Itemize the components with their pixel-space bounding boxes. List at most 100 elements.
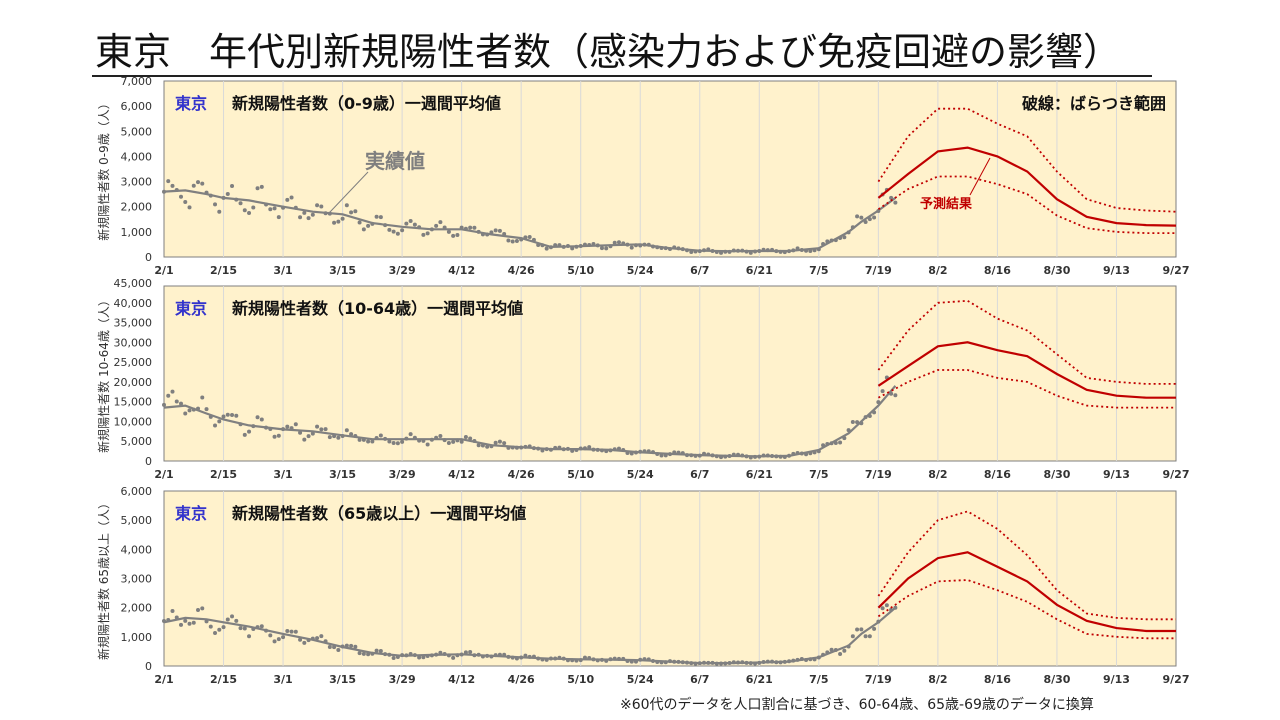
daily-point	[170, 389, 175, 394]
daily-point	[230, 413, 235, 418]
daily-point	[221, 414, 226, 419]
daily-point	[285, 197, 290, 202]
x-tick-label: 3/1	[273, 264, 292, 277]
upper-bound-line	[877, 299, 1176, 385]
daily-point	[863, 634, 868, 639]
daily-point	[412, 222, 417, 227]
daily-point	[838, 652, 843, 657]
daily-point	[319, 204, 324, 209]
chart-title: 新規陽性者数（10-64歳）一週間平均値	[232, 299, 523, 318]
daily-point	[336, 219, 341, 224]
daily-point	[268, 207, 273, 212]
daily-point	[200, 181, 205, 186]
daily-point	[310, 212, 315, 217]
daily-point	[425, 442, 430, 447]
daily-point	[344, 203, 349, 208]
daily-point	[225, 412, 230, 417]
daily-point	[378, 648, 383, 653]
title-underline	[92, 75, 1152, 77]
daily-point	[404, 221, 409, 226]
daily-point	[340, 216, 345, 221]
x-tick-label: 3/29	[389, 468, 416, 481]
daily-point	[281, 635, 286, 640]
daily-point	[285, 629, 290, 634]
daily-point	[332, 220, 337, 225]
daily-point	[196, 180, 201, 185]
y-tick-label: 4,000	[121, 150, 153, 163]
daily-point	[349, 210, 354, 215]
y-tick-label: 5,000	[121, 435, 153, 448]
daily-point	[327, 435, 332, 440]
x-tick-label: 6/7	[690, 264, 709, 277]
daily-point	[880, 389, 885, 394]
x-tick-label: 9/27	[1163, 673, 1190, 686]
y-tick-label: 25,000	[114, 356, 153, 369]
y-tick-label: 15,000	[114, 396, 153, 409]
actual-line	[163, 189, 897, 253]
daily-point	[378, 433, 383, 438]
x-tick-label: 8/16	[984, 468, 1011, 481]
y-tick-label: 35,000	[114, 317, 153, 330]
x-tick-label: 4/12	[448, 468, 475, 481]
daily-point	[468, 436, 473, 441]
x-tick-label: 8/16	[984, 673, 1011, 686]
x-tick-label: 4/12	[448, 264, 475, 277]
daily-point	[298, 215, 303, 220]
daily-point	[319, 634, 324, 639]
actual-line	[163, 606, 897, 665]
daily-point	[863, 219, 868, 224]
daily-point	[395, 231, 400, 236]
daily-point	[247, 634, 252, 639]
y-tick-label: 30,000	[114, 336, 153, 349]
daily-point	[272, 639, 277, 644]
region-label: 東京	[175, 299, 207, 318]
daily-point	[170, 183, 175, 188]
daily-point	[510, 239, 515, 244]
y-tick-label: 1,000	[121, 226, 153, 239]
daily-point	[242, 208, 247, 213]
y-tick-label: 3,000	[121, 176, 153, 189]
daily-point	[306, 216, 311, 221]
chart-panel-1: 2/1 2/15 3/1 3/15 3/29 4/12 4/26 5/10 5/24 6/7 6/2…	[96, 75, 1189, 277]
daily-point	[234, 618, 239, 623]
daily-point	[200, 395, 205, 400]
y-axis-label: 新規陽性者数 0-9歳（人）	[96, 97, 111, 240]
daily-point	[327, 645, 332, 650]
x-tick-label: 5/10	[567, 673, 594, 686]
daily-point	[366, 439, 371, 444]
daily-point	[361, 227, 366, 232]
daily-point	[170, 609, 175, 614]
daily-point	[459, 439, 464, 444]
legend-note: 破線：ばらつき範囲	[1022, 94, 1166, 113]
y-tick-label: 2,000	[121, 602, 153, 615]
daily-point	[353, 209, 358, 214]
daily-point	[451, 233, 456, 238]
daily-point	[213, 423, 218, 428]
x-tick-label: 9/27	[1163, 264, 1190, 277]
daily-point	[302, 210, 307, 215]
x-tick-label: 8/30	[1043, 468, 1070, 481]
daily-point	[374, 648, 379, 653]
daily-point	[446, 440, 451, 445]
daily-point	[230, 614, 235, 619]
x-tick-label: 4/26	[508, 468, 535, 481]
daily-point	[387, 227, 392, 232]
y-tick-label: 6,000	[121, 100, 153, 113]
x-tick-label: 3/15	[329, 264, 356, 277]
annotation-forecast: 予測結果	[920, 196, 972, 212]
x-tick-label: 7/5	[809, 673, 828, 686]
daily-point	[247, 429, 252, 434]
footnote: ※60代のデータを人口割合に基づき、60-64歳、65歳-69歳のデータに換算	[620, 697, 1094, 713]
daily-point	[336, 648, 341, 653]
daily-point	[315, 424, 320, 429]
daily-point	[255, 186, 260, 191]
y-tick-label: 10,000	[114, 415, 153, 428]
daily-point	[217, 419, 222, 424]
daily-point	[293, 422, 298, 427]
daily-point	[174, 399, 179, 404]
daily-point	[855, 214, 860, 219]
daily-point	[179, 622, 184, 627]
x-tick-label: 8/2	[928, 468, 947, 481]
daily-point	[599, 246, 604, 251]
daily-point	[230, 184, 235, 189]
